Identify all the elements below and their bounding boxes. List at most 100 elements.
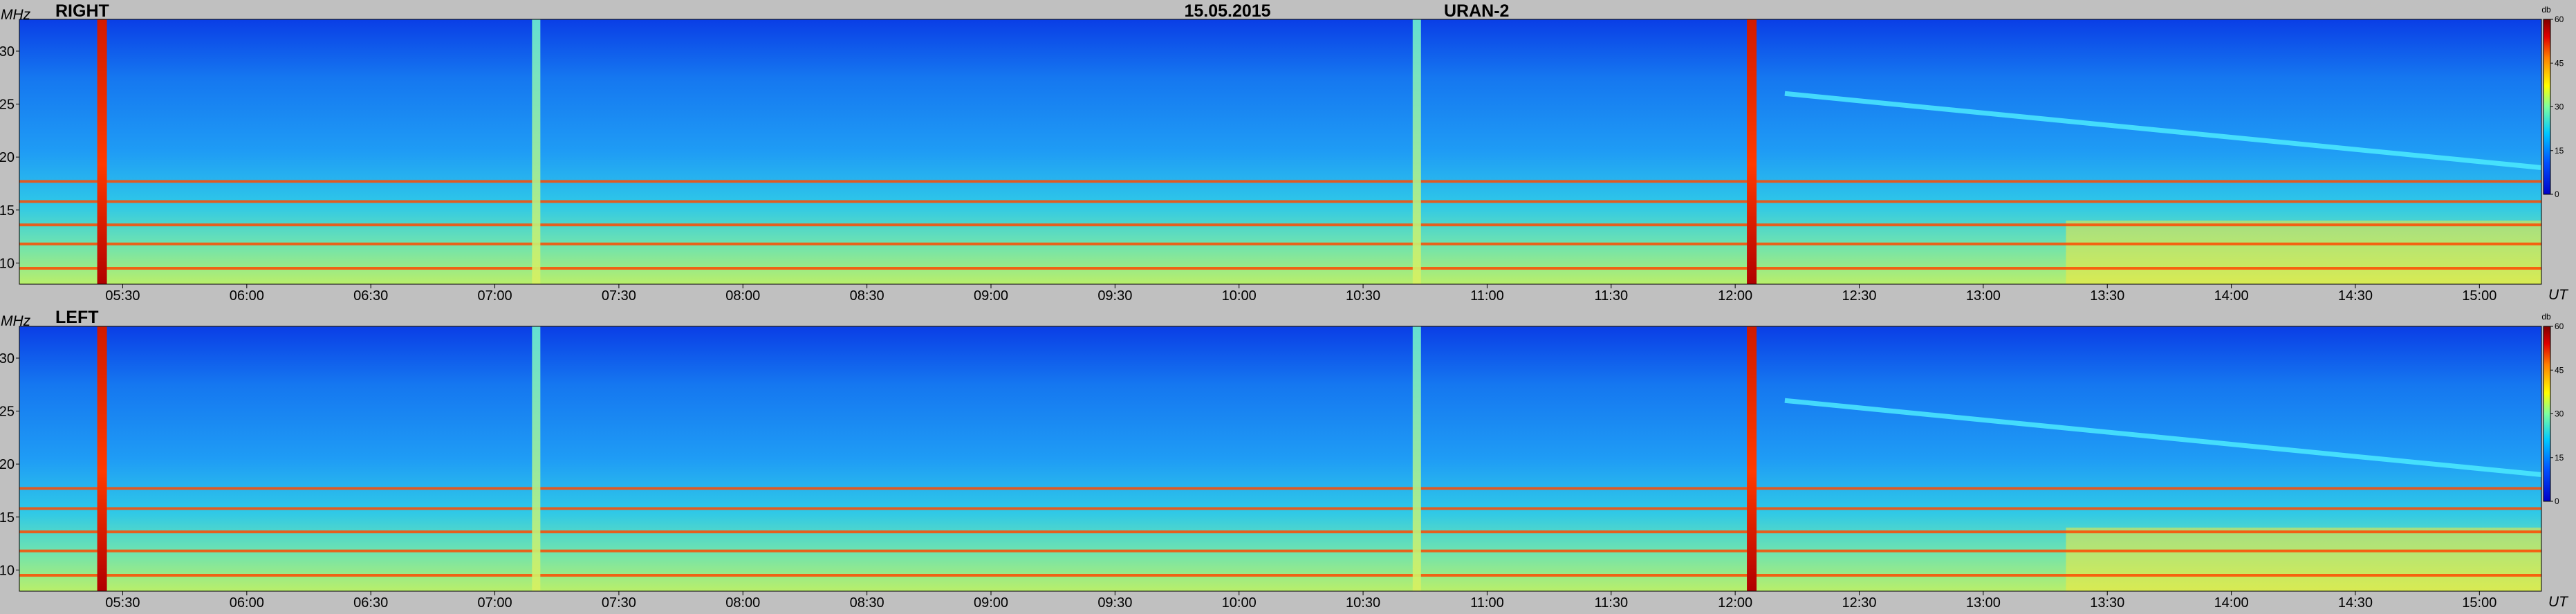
panel-left: LEFT MHz UT db 10 15 20 25 30 05:30 06:00 06:3…	[0, 308, 2569, 611]
burst-strong	[1747, 326, 1757, 591]
burst-strong	[97, 19, 107, 284]
x-axis: 05:30 06:00 06:30 07:00 07:30 08:00 08:30 09:00…	[105, 284, 2496, 304]
x-tick-label: 08:00	[725, 595, 760, 611]
colorbar-tick-label: 30	[2555, 409, 2564, 419]
colorbar-tick-label: 0	[2555, 496, 2559, 506]
x-tick-label: 14:00	[2214, 595, 2249, 611]
y-tick-label: 20	[0, 457, 15, 472]
colorbar-tick-label: 60	[2555, 322, 2564, 331]
x-tick-label: 14:30	[2338, 595, 2373, 611]
colorbar-scale	[2543, 19, 2551, 195]
panel-right: RIGHT MHz UT db 10 15 20 25 30 05:30 06:00 06:…	[0, 1, 2569, 304]
x-tick-label: 11:30	[1595, 595, 1629, 611]
burst-medium	[532, 19, 541, 284]
x-tick-label: 12:00	[1718, 288, 1752, 304]
colorbar-tick-label: 60	[2555, 15, 2564, 24]
burst-strong	[1747, 19, 1757, 284]
y-tick-label: 10	[0, 563, 15, 578]
colorbar: 0 15 30 45 60	[2543, 15, 2564, 199]
colorbar-scale	[2543, 326, 2551, 502]
x-tick-label: 09:30	[1097, 288, 1132, 304]
interference-band	[19, 549, 2541, 552]
x-tick-label: 12:00	[1718, 595, 1752, 611]
x-tick-label: 07:00	[478, 595, 512, 611]
burst-medium	[1412, 326, 1421, 591]
x-tick-label: 15:00	[2462, 595, 2496, 611]
plot-frame	[19, 326, 2542, 592]
x-tick-label: 07:00	[478, 288, 512, 304]
y-tick-label: 25	[0, 404, 15, 420]
colorbar-tick-label: 0	[2555, 189, 2559, 199]
y-tick-label: 30	[0, 351, 15, 366]
x-tick-label: 08:30	[850, 595, 884, 611]
interference-band	[19, 180, 2541, 183]
x-tick-label: 12:30	[1842, 288, 1876, 304]
x-axis: 05:30 06:00 06:30 07:00 07:30 08:00 08:30 09:00…	[105, 591, 2496, 611]
y-unit-label: MHz	[1, 313, 31, 329]
x-tick-label: 11:00	[1470, 288, 1504, 304]
colorbar-tick-label: 15	[2555, 146, 2564, 156]
x-tick-label: 14:00	[2214, 288, 2249, 304]
interference-band	[19, 507, 2541, 510]
y-axis: 10 15 20 25 30	[0, 44, 19, 271]
spectrogram-plot	[19, 326, 2542, 592]
colorbar-tick-label: 30	[2555, 102, 2564, 112]
burst-medium	[1412, 19, 1421, 284]
spectrogram-plot	[19, 19, 2542, 285]
x-tick-label: 07:30	[602, 595, 636, 611]
x-tick-label: 05:30	[105, 288, 140, 304]
x-tick-label: 13:30	[2090, 595, 2124, 611]
emission-region	[2066, 528, 2541, 591]
burst-strong	[97, 326, 107, 591]
emission-region	[2066, 221, 2541, 284]
x-tick-label: 06:00	[230, 288, 264, 304]
colorbar-unit: db	[2541, 312, 2551, 322]
drifting-stripe	[1784, 398, 2542, 477]
interference-band	[19, 242, 2541, 245]
x-tick-label: 08:00	[725, 288, 760, 304]
instrument-label: URAN-2	[1444, 1, 1509, 21]
y-axis: 10 15 20 25 30	[0, 351, 19, 578]
y-tick-label: 25	[0, 97, 15, 113]
x-tick-label: 05:30	[105, 595, 140, 611]
colorbar-tick-label: 15	[2555, 453, 2564, 463]
x-tick-label: 06:30	[353, 595, 388, 611]
panel-title: LEFT	[55, 308, 99, 327]
x-tick-label: 10:00	[1222, 595, 1257, 611]
y-tick-label: 10	[0, 256, 15, 271]
interference-band	[19, 530, 2541, 534]
y-tick-label: 20	[0, 150, 15, 165]
x-tick-label: 09:00	[974, 595, 1008, 611]
y-unit-label: MHz	[1, 7, 31, 23]
panel-title: RIGHT	[55, 1, 109, 21]
colorbar-tick-label: 45	[2555, 58, 2564, 68]
x-tick-label: 14:30	[2338, 288, 2373, 304]
interference-band	[19, 487, 2541, 490]
x-tick-label: 13:00	[1966, 288, 2001, 304]
colorbar-unit: db	[2541, 5, 2551, 15]
burst-medium	[532, 326, 541, 591]
x-tick-label: 12:30	[1842, 595, 1876, 611]
date-label: 15.05.2015	[1184, 1, 1270, 21]
x-tick-label: 11:00	[1470, 595, 1504, 611]
x-tick-label: 10:30	[1346, 595, 1380, 611]
y-tick-label: 30	[0, 44, 15, 59]
x-tick-label: 11:30	[1595, 288, 1629, 304]
x-tick-label: 15:00	[2462, 288, 2496, 304]
interference-band	[19, 267, 2541, 270]
x-tick-label: 08:30	[850, 288, 884, 304]
x-tick-label: 10:30	[1346, 288, 1380, 304]
x-tick-label: 10:00	[1222, 288, 1257, 304]
x-tick-label: 13:30	[2090, 288, 2124, 304]
colorbar: 0 15 30 45 60	[2543, 322, 2564, 506]
colorbar-tick-label: 45	[2555, 365, 2564, 375]
y-tick-label: 15	[0, 510, 15, 525]
interference-band	[19, 574, 2541, 577]
x-unit-label: UT	[2548, 594, 2569, 610]
x-tick-label: 06:00	[230, 595, 264, 611]
x-unit-label: UT	[2548, 287, 2569, 303]
plot-frame	[19, 19, 2542, 285]
x-tick-label: 13:00	[1966, 595, 2001, 611]
